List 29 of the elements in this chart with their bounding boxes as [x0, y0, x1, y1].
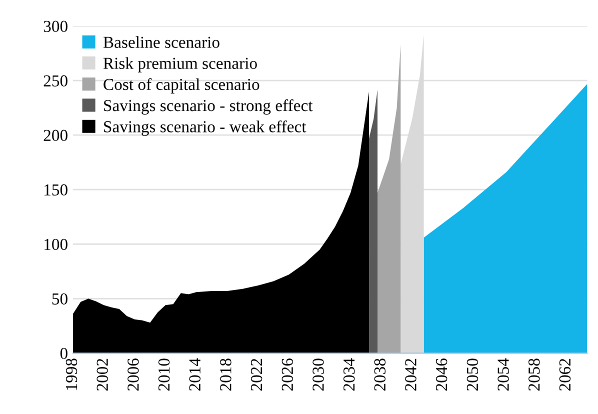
x-tick-label: 2026 [282, 358, 294, 391]
x-tick-label: 2030 [312, 358, 324, 391]
x-tick-label: 2058 [528, 358, 540, 391]
y-tick-label: 200 [44, 130, 68, 142]
x-tick-label: 2062 [559, 358, 571, 391]
x-tick-label: 2006 [128, 358, 139, 391]
y-tick-label: 250 [44, 75, 68, 87]
x-tick-label: 2002 [96, 358, 108, 391]
y-tick-label: 50 [52, 293, 68, 305]
legend-label: Baseline scenario [103, 36, 220, 48]
x-tick-label: 2050 [466, 358, 478, 391]
x-tick-label: 2018 [220, 358, 232, 391]
x-tick-label: 2014 [189, 358, 200, 391]
y-tick-label: 100 [44, 238, 68, 250]
legend-label: Savings scenario - weak effect [104, 120, 306, 136]
x-tick-label: 2038 [374, 358, 386, 391]
x-tick-label: 2022 [250, 358, 262, 391]
y-tick-label: 0 [60, 348, 68, 360]
x-tick-label: 2042 [405, 358, 416, 391]
x-tick-label: 2034 [343, 358, 355, 391]
x-tick-label: 2046 [436, 358, 448, 391]
legend-label: Risk premium scenario [103, 57, 257, 72]
x-tick-label: 2054 [498, 358, 509, 391]
x-tick-label: 1998 [66, 358, 78, 390]
y-tick-label: 150 [44, 184, 68, 196]
legend-label: Cost of capital scenario [104, 78, 260, 94]
legend-label: Savings scenario - strong effect [104, 99, 313, 115]
x-tick-label: 2010 [158, 358, 170, 391]
y-tick-label: 300 [44, 20, 68, 32]
